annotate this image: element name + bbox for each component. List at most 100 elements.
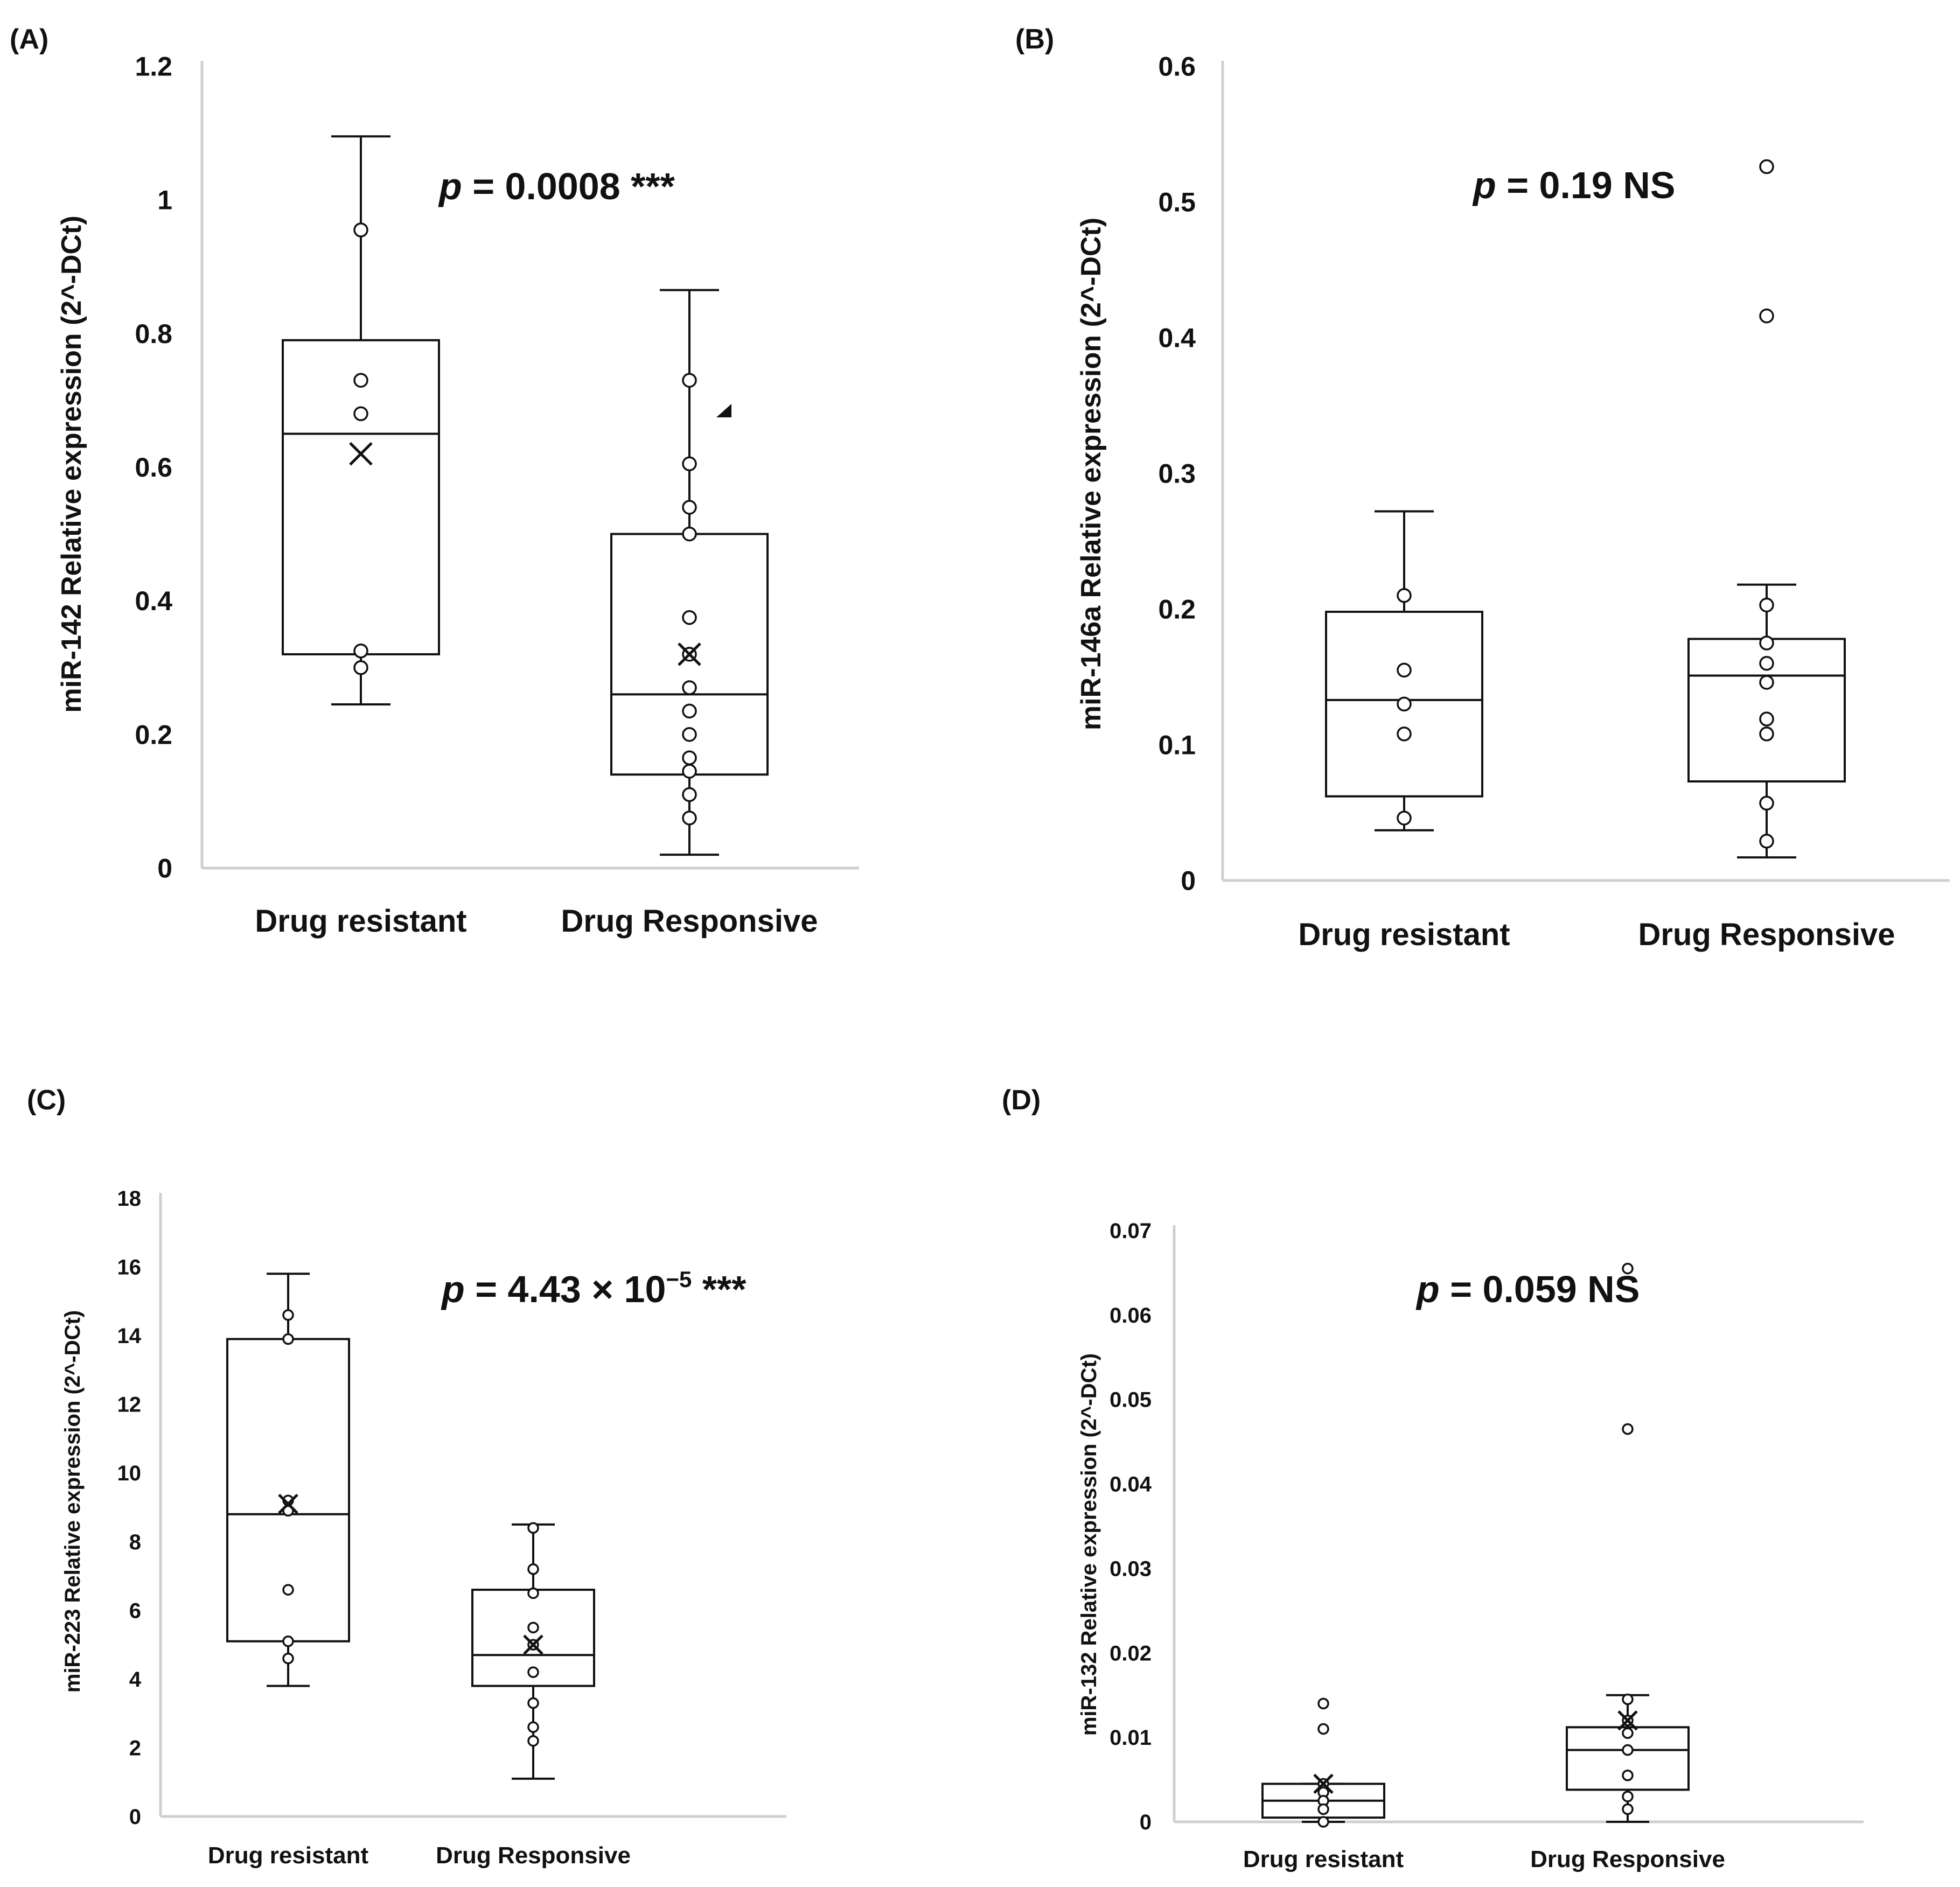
panel-b-data-point — [1759, 711, 1774, 726]
panel-d-data-point — [1622, 1693, 1634, 1706]
panel-d-data-point — [1622, 1769, 1634, 1781]
panel-a-data-point — [353, 373, 368, 388]
panel-c-ytick-label: 16 — [117, 1256, 142, 1280]
panel-a-data-point — [682, 526, 697, 542]
panel-d-mean-marker — [1617, 1710, 1638, 1731]
panel-d-annotation: p = 0.059 NS — [1415, 1268, 1640, 1310]
panel-d-data-point — [1622, 1791, 1634, 1802]
panel-b-ytick-label: 0.5 — [1158, 187, 1196, 218]
panel-b-category-label: Drug resistant — [1298, 917, 1510, 952]
panel-a-mean-marker — [678, 642, 701, 666]
panel-d-ytick-label: 0.04 — [1110, 1473, 1152, 1497]
panel-a-ytick-label: 1 — [157, 185, 172, 215]
panel-a-data-point — [682, 610, 697, 625]
panel-c-label: (C) — [27, 1085, 66, 1116]
panel-d-ytick-label: 0.06 — [1110, 1304, 1152, 1327]
panel-c-ytick-label: 2 — [129, 1736, 141, 1760]
panel-d-ytick-label: 0.02 — [1110, 1641, 1152, 1665]
panel-c-ytick-label: 14 — [117, 1324, 142, 1348]
panel-a-category-label: Drug Responsive — [561, 904, 818, 939]
panel-d-ytick-label: 0.03 — [1110, 1557, 1152, 1581]
panel-d-data-point — [1622, 1262, 1634, 1275]
panel-a-data-point — [353, 406, 368, 421]
panel-d-ylabel: miR-132 Relative expression (2^-DCt) — [1077, 1353, 1101, 1736]
panel-b-ytick-label: 0.4 — [1158, 323, 1196, 353]
panel-b-box — [1325, 611, 1483, 798]
panel-b-data-point — [1397, 662, 1412, 678]
panel-c-p-symbol: p — [441, 1268, 465, 1310]
panel-c-data-point — [282, 1635, 294, 1647]
panel-d-data-point — [1622, 1423, 1634, 1435]
panel-a-mean-marker — [349, 442, 373, 466]
panel-c-ytick-label: 12 — [117, 1393, 142, 1417]
panel-d-p-value: = 0.059 NS — [1440, 1268, 1640, 1310]
panel-a-label: (A) — [10, 24, 48, 55]
panel-c-mean-marker — [278, 1493, 298, 1514]
panel-a-marker — [716, 404, 731, 417]
panel-b-ytick-label: 0 — [1181, 866, 1196, 896]
panel-a-category-label: Drug resistant — [255, 904, 466, 939]
panel-c-data-point — [282, 1652, 294, 1665]
panel-c-ytick-label: 6 — [129, 1599, 141, 1623]
panel-c-data-point — [282, 1333, 294, 1345]
panel-d-data-point — [1317, 1697, 1329, 1710]
panel-b-ytick-label: 0.6 — [1158, 52, 1196, 82]
panel-d-data-point — [1317, 1803, 1329, 1815]
panel-a-p-symbol: p — [438, 165, 462, 207]
panel-c-data-point — [527, 1721, 539, 1733]
panel-d-p-symbol: p — [1415, 1268, 1440, 1310]
panel-d-category-label: Drug Responsive — [1530, 1846, 1725, 1872]
panel-c-data-point — [527, 1697, 539, 1709]
panel-a-data-point — [682, 727, 697, 742]
panel-b-ytick-label: 0.2 — [1158, 595, 1196, 625]
panel-d-category-label: Drug resistant — [1243, 1846, 1404, 1872]
panel-d-data-point — [1317, 1723, 1329, 1735]
panel-b-p-value: = 0.19 NS — [1496, 164, 1676, 206]
panel-a-ytick-label: 0 — [157, 854, 172, 884]
panel-c-data-point — [527, 1587, 539, 1599]
panel-b-data-point — [1397, 588, 1412, 603]
panel-b-ylabel: miR-146a Relative expression (2^-DCt) — [1076, 218, 1107, 730]
panel-a-data-point — [682, 750, 697, 766]
panel-b-category-label: Drug Responsive — [1638, 917, 1895, 952]
panel-d-label: (D) — [1002, 1085, 1041, 1116]
panel-a-ytick-label: 0.2 — [135, 719, 172, 750]
panel-d-data-point — [1622, 1727, 1634, 1739]
panel-a-data-point — [353, 222, 368, 237]
panel-b-annotation: p = 0.19 NS — [1472, 164, 1675, 206]
panel-a-p-value: = 0.0008 *** — [462, 165, 675, 207]
panel-b-data-point — [1759, 675, 1774, 690]
panel-c-mean-marker — [523, 1634, 543, 1655]
panel-b-data-point — [1759, 597, 1774, 613]
panel-c-data-point — [527, 1735, 539, 1747]
panel-c-box — [226, 1338, 350, 1643]
panel-b-data-point — [1759, 834, 1774, 849]
panel-c-data-point — [527, 1666, 539, 1678]
panel-a-ylabel: miR-142 Relative expression (2^-DCt) — [56, 215, 87, 712]
panel-b-data-point — [1397, 810, 1412, 826]
panel-a-data-point — [682, 500, 697, 515]
panel-b-data-point — [1759, 726, 1774, 742]
panel-d-data-point — [1622, 1744, 1634, 1756]
panel-c-ytick-label: 4 — [129, 1668, 142, 1692]
panel-a-ytick-label: 0.6 — [135, 452, 172, 483]
panel-b: (B) miR-146a Relative expression (2^-DCt… — [1015, 24, 1950, 952]
panel-b-data-point — [1759, 635, 1774, 651]
panel-b-data-point — [1397, 696, 1412, 712]
panel-c-ytick-label: 18 — [117, 1187, 142, 1211]
panel-d-ytick-label: 0.01 — [1110, 1726, 1152, 1750]
panel-b-data-point — [1759, 656, 1774, 671]
panel-c-p-value: = 4.43 × 10 — [465, 1268, 666, 1310]
panel-a: (A) miR-142 Relative expression (2^-DCt)… — [10, 24, 859, 939]
panel-d-ytick-label: 0 — [1140, 1811, 1152, 1834]
panel-a-data-point — [353, 660, 368, 675]
panel-a-ytick-label: 1.2 — [135, 52, 172, 82]
panel-b-ytick-label: 0.3 — [1158, 459, 1196, 489]
panel-c: (C) miR-223 Relative expression (2^-DCt)… — [27, 1085, 786, 1869]
panel-a-data-point — [682, 787, 697, 802]
panel-c-ylabel: miR-223 Relative expression (2^-DCt) — [61, 1310, 85, 1693]
panel-a-data-point — [353, 643, 368, 659]
panel-c-data-point — [282, 1505, 294, 1517]
panel-c-data-point — [282, 1309, 294, 1321]
